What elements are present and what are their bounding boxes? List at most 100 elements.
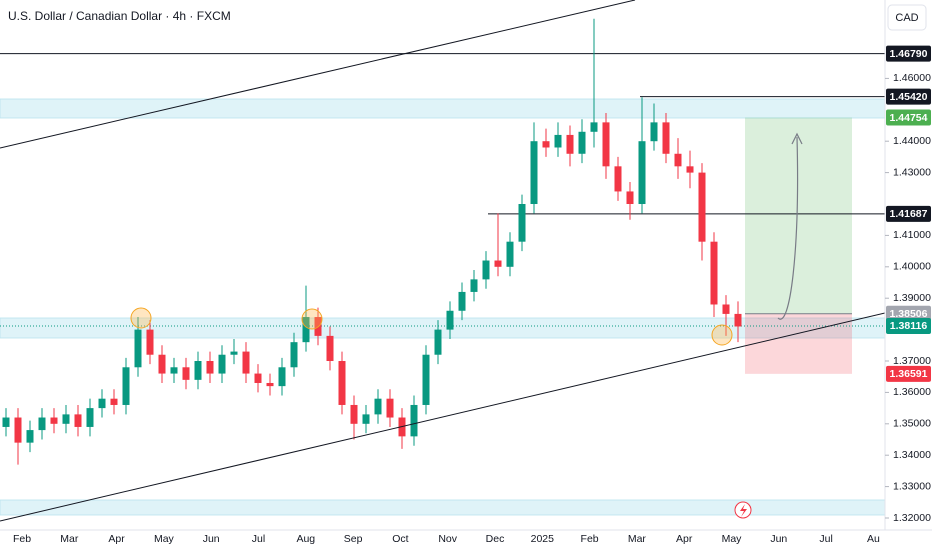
candle-body (38, 417, 46, 431)
x-tick-label: Dec (486, 533, 505, 545)
y-tick-label: 1.32000 (893, 512, 931, 524)
candle-body (266, 382, 274, 387)
candle-body (290, 342, 298, 368)
x-tick-label: May (722, 533, 743, 545)
support-zone (0, 317, 885, 339)
candle-body (494, 260, 502, 267)
candle-body (338, 361, 346, 405)
candle-body (698, 172, 706, 242)
candle-body (458, 291, 466, 311)
candle-body (50, 417, 58, 424)
candle-body (182, 367, 190, 380)
y-tick-label: 1.34000 (893, 449, 931, 461)
y-tick-label: 1.46000 (893, 72, 931, 84)
candle-body (410, 404, 418, 437)
x-tick-label: Au (867, 533, 880, 545)
x-tick-label: Sep (344, 533, 363, 545)
candle-body (62, 414, 70, 424)
x-tick-label: Jun (203, 533, 220, 545)
supply-zone (0, 98, 885, 119)
price-badge-label: 1.46790 (890, 48, 928, 60)
lower-zone (0, 499, 885, 516)
candle-body (530, 141, 538, 205)
x-tick-label: Jul (252, 533, 265, 545)
candle-body (242, 351, 250, 374)
currency-button[interactable] (887, 4, 927, 31)
zones (0, 98, 885, 516)
highlight-circle (130, 307, 152, 329)
y-tick-label: 1.43000 (893, 166, 931, 178)
x-tick-label: May (154, 533, 175, 545)
price-badge-label: 1.41687 (890, 208, 928, 220)
candle-body (362, 414, 370, 424)
candle-body (206, 361, 214, 374)
candle-body (674, 153, 682, 167)
candle-body (326, 335, 334, 362)
candle-body (650, 122, 658, 142)
stop-zone (745, 313, 852, 374)
upper-trendline (0, 0, 636, 149)
candle-body (14, 417, 22, 443)
candles (2, 18, 742, 465)
price-badge (886, 365, 931, 382)
candle-body (554, 134, 562, 148)
y-tick-label: 1.37000 (893, 355, 931, 367)
price-badge-label: 1.45420 (890, 91, 928, 103)
x-tick-label: Jun (770, 533, 787, 545)
candle-body (122, 367, 130, 405)
candle-body (614, 166, 622, 192)
x-tick-label: Oct (392, 533, 408, 545)
candle-body (602, 122, 610, 167)
chart-title: U.S. Dollar / Canadian Dollar · 4h · FXC… (8, 9, 231, 23)
price-badge-label: 1.38506 (890, 308, 928, 320)
candle-body (374, 398, 382, 415)
candle-body (422, 354, 430, 405)
highlight-circle (301, 308, 323, 330)
y-tick-label: 1.41000 (893, 229, 931, 241)
x-tick-label: Apr (108, 533, 125, 545)
candle-body (26, 430, 34, 443)
candle-body (662, 122, 670, 154)
price-badge (886, 45, 931, 62)
candle-body (638, 141, 646, 205)
x-tick-label: Aug (296, 533, 315, 545)
y-tick-label: 1.36000 (893, 386, 931, 398)
candle-body (134, 329, 142, 368)
x-tick-label: Feb (13, 533, 31, 545)
price-badges: 1.46790 1.45420 1.44754 1.41687 1.385061.381… (886, 45, 931, 382)
candle-body (158, 354, 166, 374)
y-tick-label: 1.33000 (893, 480, 931, 492)
price-badge (886, 88, 931, 105)
x-tick-label: Mar (60, 533, 79, 545)
price-badge (886, 317, 931, 334)
price-badge (886, 305, 931, 322)
price-badge-label: 1.44754 (890, 112, 928, 124)
candle-body (302, 317, 310, 343)
arrow-head (791, 132, 803, 145)
x-tick-label: Jul (819, 533, 832, 545)
candle-body (590, 122, 598, 132)
x-tick-label: 2025 (531, 533, 555, 545)
candle-body (350, 404, 358, 424)
candle-body (74, 414, 82, 427)
price-badge (886, 205, 931, 222)
candle-body (278, 367, 286, 387)
x-tick-label: Nov (438, 533, 457, 545)
y-tick-label: 1.40000 (893, 261, 931, 273)
candle-body (386, 398, 394, 418)
candle-body (230, 351, 238, 355)
candle-body (566, 134, 574, 154)
candle-body (734, 313, 742, 327)
candle-body (254, 373, 262, 383)
currency-label[interactable]: CAD (895, 12, 918, 24)
target-zone (745, 117, 852, 314)
candle-body (542, 141, 550, 148)
candle-body (170, 367, 178, 374)
candle-body (98, 398, 106, 409)
highlight-circle (711, 324, 733, 346)
candle-body (710, 241, 718, 305)
candle-body (506, 241, 514, 267)
